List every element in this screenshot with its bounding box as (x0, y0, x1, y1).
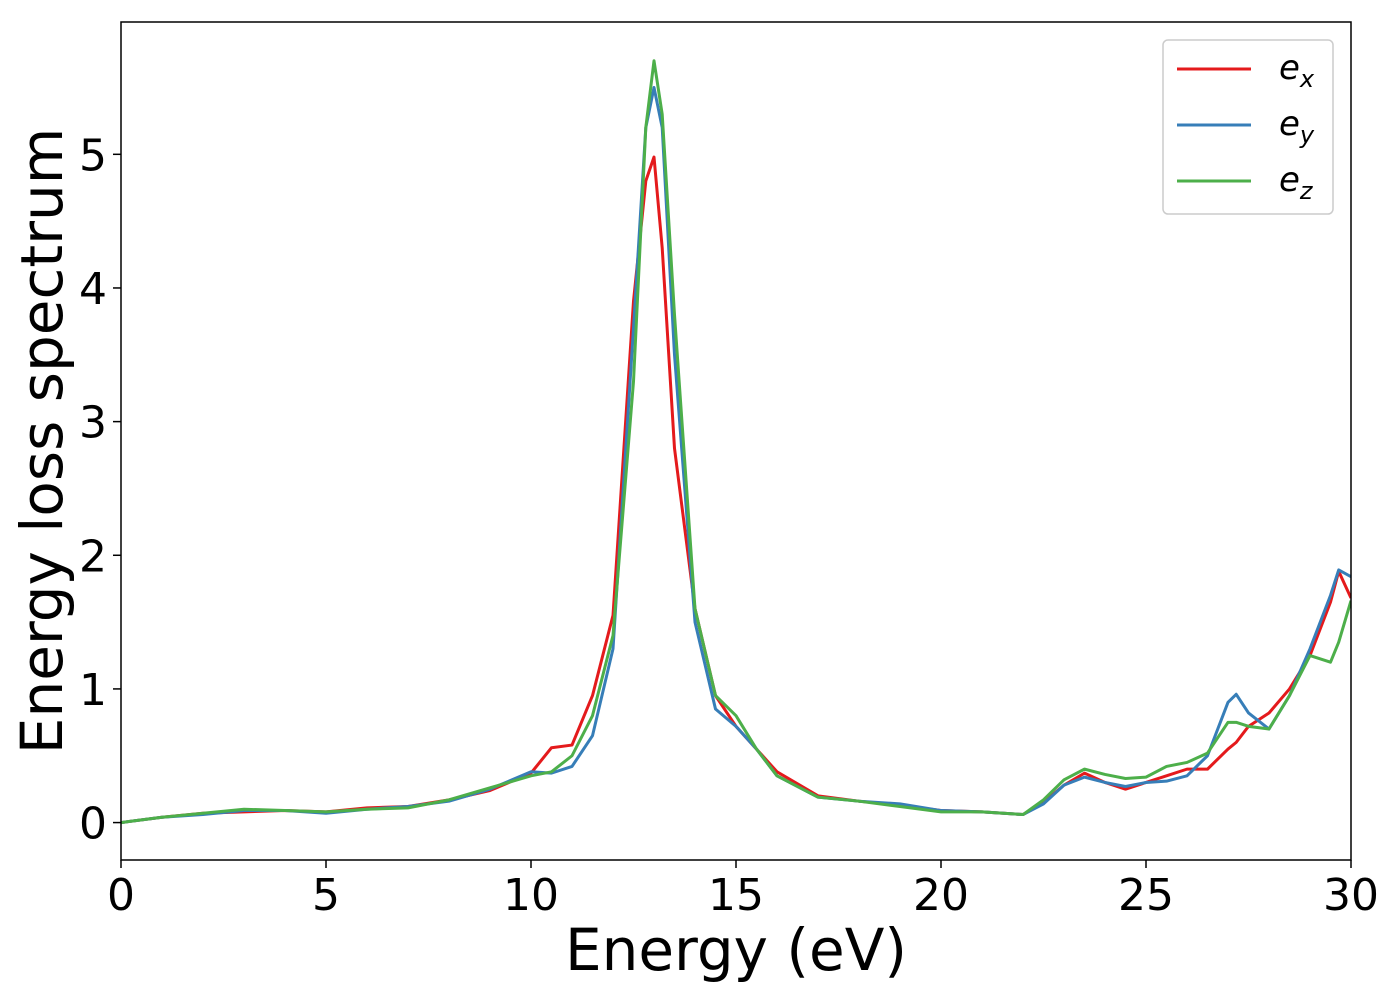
y-tick-label: 1 (79, 665, 107, 716)
y-axis-label: Energy loss spectrum (8, 128, 76, 754)
x-axis-label: Energy (eV) (565, 916, 907, 984)
line (121, 59, 1351, 825)
y-tick-label: 0 (79, 799, 107, 850)
line (121, 155, 1351, 825)
y-tick-label: 2 (79, 531, 107, 582)
x-tick-label: 25 (1118, 870, 1174, 921)
x-tick-label: 15 (708, 870, 764, 921)
x-tick-label: 5 (312, 870, 340, 921)
x-tick-label: 30 (1323, 870, 1379, 921)
y-tick-label: 3 (79, 398, 107, 449)
x-tick-label: 10 (503, 870, 559, 921)
plot (121, 59, 1351, 825)
y-tick-label: 5 (79, 130, 107, 181)
x-tick-label: 20 (913, 870, 969, 921)
plot-frame (120, 21, 1352, 861)
legend-label: ez (1279, 160, 1314, 205)
x-tick-label: 0 (107, 870, 135, 921)
legend-label: ex (1279, 48, 1315, 93)
legend-label: ey (1279, 104, 1315, 149)
y-tick-label: 4 (79, 264, 107, 315)
legend-box (1162, 39, 1334, 215)
